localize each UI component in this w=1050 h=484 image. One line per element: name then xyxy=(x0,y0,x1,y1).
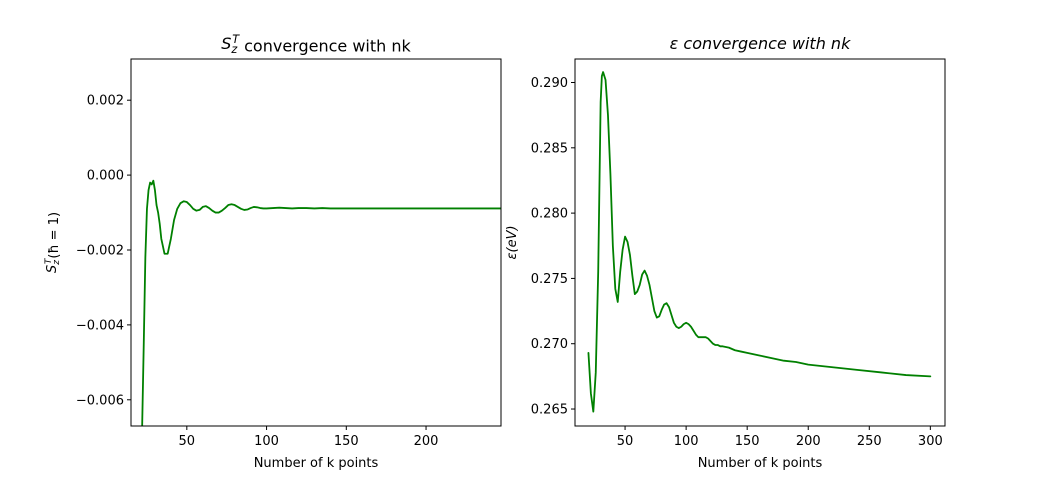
x-axis-label: Number of k points xyxy=(698,456,823,471)
x-tick-label: 100 xyxy=(254,434,279,449)
axes-frame xyxy=(130,58,502,427)
y-tick-label: 0.270 xyxy=(531,337,568,352)
x-tick-label: 200 xyxy=(796,434,821,449)
x-tick-label: 50 xyxy=(617,434,634,449)
series-line-0-0 xyxy=(141,179,501,426)
x-tick-label: 150 xyxy=(334,434,359,449)
chart-title: SzT convergence with nk xyxy=(221,33,411,56)
y-tick-label: 0.002 xyxy=(87,94,124,109)
y-tick-label: −0.002 xyxy=(76,243,124,258)
y-axis-label: SzT(ħ = 1) xyxy=(44,212,62,273)
x-tick-label: 100 xyxy=(674,434,699,449)
x-tick-label: 200 xyxy=(414,434,439,449)
y-tick-label: −0.006 xyxy=(76,393,124,408)
x-tick-label: 300 xyxy=(918,434,943,449)
y-axis-label: ε(eV) xyxy=(505,225,520,259)
left-chart-panel: 50 100 150 200 0.002 0.000 −0.002 −0.004 −0.006 S… xyxy=(44,33,502,471)
x-tick-label: 50 xyxy=(179,434,196,449)
x-tick-label: 250 xyxy=(857,434,882,449)
x-tick-label: 150 xyxy=(735,434,760,449)
y-tick-label: 0.285 xyxy=(531,141,568,156)
chart-title: ε convergence with nk xyxy=(670,34,851,53)
y-tick-label: 0.275 xyxy=(531,272,568,287)
y-tick-label: 0.000 xyxy=(87,169,124,184)
right-chart-panel: 50 100 150 200 250 300 0.265 0.270 0.275 0.280 0.2… xyxy=(505,34,946,471)
y-tick-label: 0.290 xyxy=(531,76,568,91)
y-tick-label: 0.280 xyxy=(531,207,568,222)
y-tick-label: −0.004 xyxy=(76,318,124,333)
series-line-1-0 xyxy=(587,71,932,413)
axes-frame xyxy=(574,58,946,427)
x-axis-label: Number of k points xyxy=(254,456,379,471)
y-tick-label: 0.265 xyxy=(531,403,568,418)
